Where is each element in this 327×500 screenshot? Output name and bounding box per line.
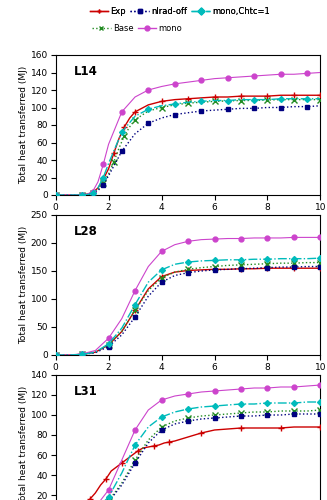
Y-axis label: Total heat transferred (MJ): Total heat transferred (MJ): [19, 66, 28, 184]
Text: L31: L31: [74, 385, 98, 398]
X-axis label: Time (s): Time (s): [167, 214, 209, 224]
Text: L28: L28: [74, 225, 98, 238]
Y-axis label: Total heat transferred (MJ): Total heat transferred (MJ): [19, 226, 28, 344]
Legend: Exp, nlrad-off, mono,Chtc=1: Exp, nlrad-off, mono,Chtc=1: [90, 6, 270, 16]
X-axis label: Time (s): Time (s): [167, 374, 209, 384]
Text: L14: L14: [74, 65, 98, 78]
Y-axis label: Total heat transferred (MJ): Total heat transferred (MJ): [19, 386, 28, 500]
Legend: Base, mono: Base, mono: [92, 24, 182, 33]
